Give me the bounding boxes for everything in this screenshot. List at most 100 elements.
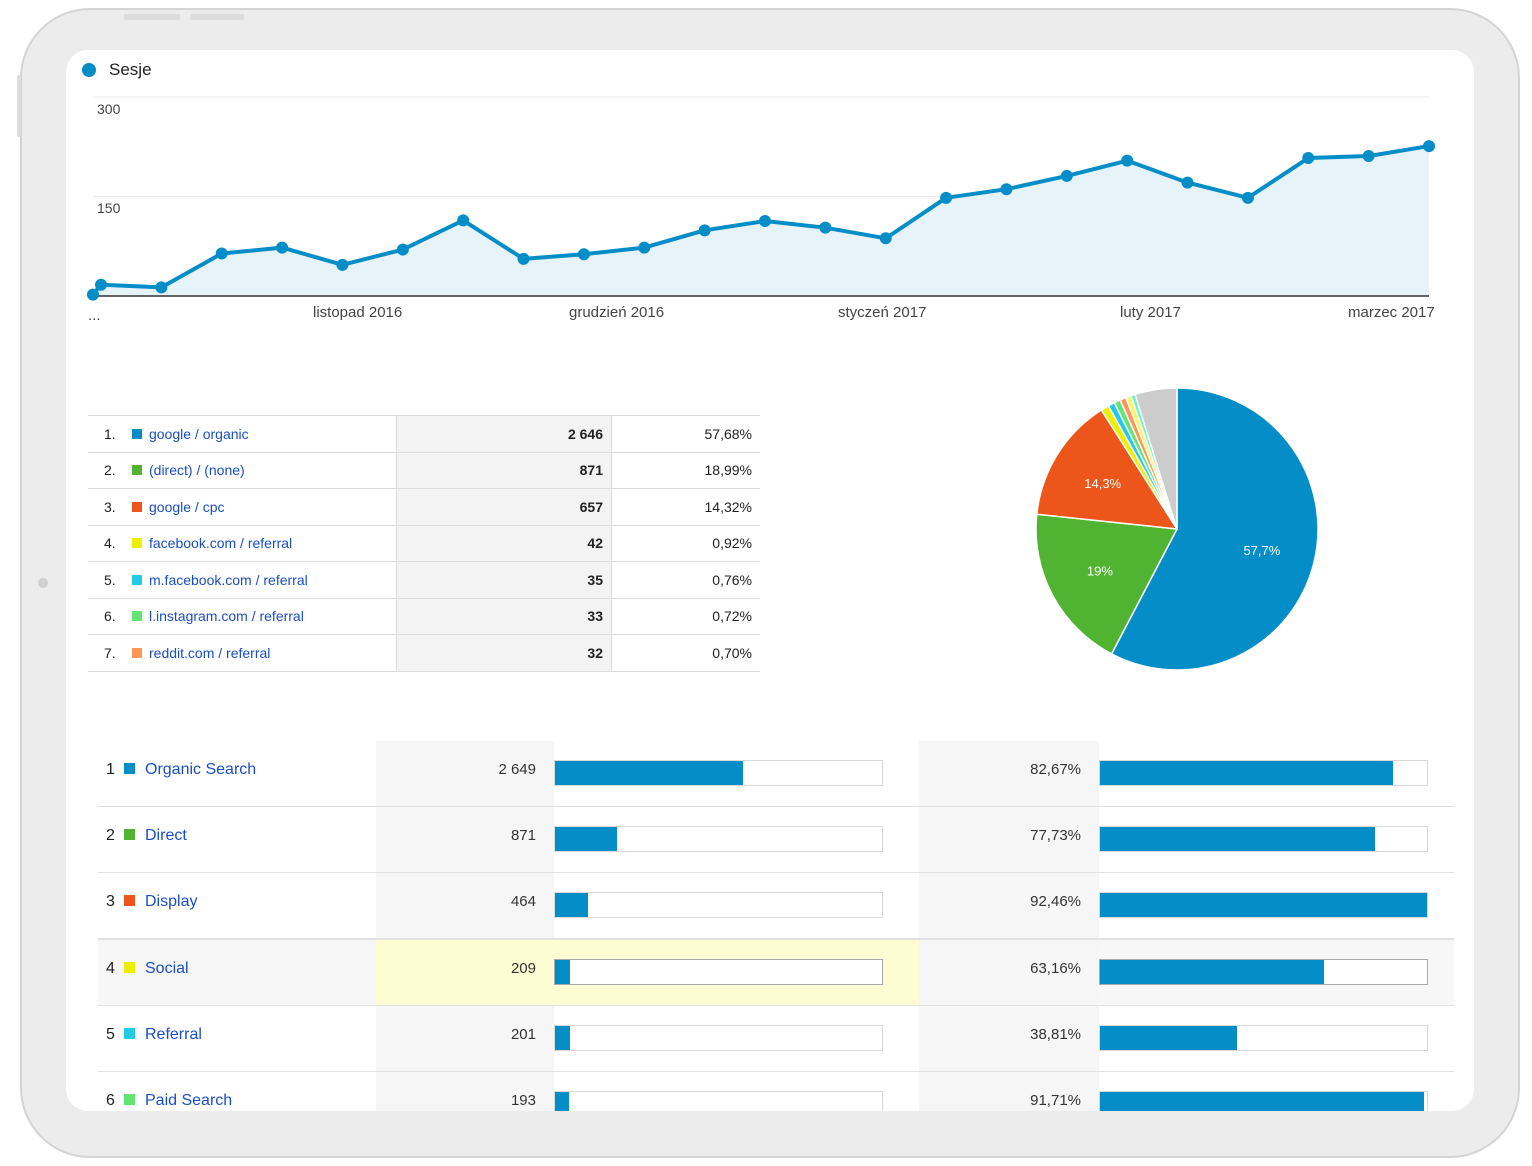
table-row: 2 Direct 871 77,73%	[98, 807, 1454, 873]
table-row: 2. (direct) / (none) 871 18,99%	[88, 452, 760, 489]
channel-sessions: 464	[510, 893, 536, 910]
sessions-percent: 0,76%	[611, 561, 760, 599]
data-point	[1060, 169, 1073, 182]
data-point	[1302, 152, 1315, 165]
traffic-share-pie-chart: 57,7% 19% 14,3%	[1035, 387, 1319, 671]
sessions-percent: 0,92%	[611, 525, 760, 562]
row-rank: 6	[106, 1092, 115, 1109]
table-row: 3. google / cpc 657 14,32%	[88, 488, 760, 526]
data-point	[879, 232, 892, 245]
table-row: 1. google / organic 2 646 57,68%	[88, 415, 760, 453]
table-row: 7. reddit.com / referral 32 0,70%	[88, 634, 760, 672]
sessions-bar	[555, 1026, 570, 1050]
pie-slice	[1035, 408, 1179, 530]
row-rank: 3.	[104, 498, 116, 515]
channel-link[interactable]: Direct	[145, 827, 187, 844]
channel-link[interactable]: Paid Search	[145, 1092, 233, 1109]
color-swatch-icon	[124, 1028, 135, 1039]
legend-label: Sesje	[109, 60, 152, 79]
table-row: 4. facebook.com / referral 42 0,92%	[88, 525, 760, 562]
source-link[interactable]: (direct) / (none)	[149, 462, 245, 479]
sessions-bar	[555, 827, 618, 851]
color-swatch-icon	[124, 962, 135, 973]
data-point	[1121, 154, 1134, 167]
channel-link[interactable]: Social	[145, 960, 189, 977]
data-point	[517, 252, 530, 265]
data-point	[1000, 183, 1013, 196]
channel-link[interactable]: Referral	[145, 1026, 202, 1043]
source-link[interactable]: m.facebook.com / referral	[149, 571, 308, 588]
x-tick-label: grudzień 2016	[569, 304, 665, 321]
x-tick-label: ...	[88, 307, 101, 324]
channel-link[interactable]: Organic Search	[145, 761, 257, 778]
color-swatch-icon	[132, 647, 142, 658]
pie-slice	[1134, 387, 1178, 530]
sessions-value: 33	[396, 598, 612, 635]
row-rank: 2.	[104, 462, 116, 479]
device-button	[124, 14, 180, 20]
pie-slice-label: 14,3%	[1084, 476, 1121, 491]
sessions-percent: 0,70%	[611, 634, 760, 672]
x-tick-label: luty 2017	[1120, 304, 1181, 321]
table-row: 1 Organic Search 2 649 82,67%	[98, 741, 1454, 807]
pie-slice	[1110, 387, 1319, 671]
color-swatch-icon	[124, 895, 135, 906]
device-side-button	[17, 75, 21, 137]
data-point	[698, 224, 711, 237]
table-row: 3 Display 464 92,46%	[98, 873, 1454, 939]
channel-percent: 92,46%	[1030, 893, 1081, 910]
row-rank: 1	[106, 761, 115, 778]
table-row: 6. l.instagram.com / referral 33 0,72%	[88, 598, 760, 635]
data-point	[940, 191, 953, 204]
chart-legend[interactable]: Sesje	[82, 60, 152, 80]
row-rank: 6.	[104, 608, 116, 625]
sessions-value: 35	[396, 561, 612, 599]
percent-bar	[1100, 761, 1393, 785]
x-tick-label: listopad 2016	[313, 304, 403, 321]
sessions-percent: 0,72%	[611, 598, 760, 635]
x-tick-label: styczeń 2017	[838, 304, 927, 321]
data-point	[336, 258, 349, 271]
row-rank: 5.	[104, 571, 116, 588]
sessions-bar	[555, 893, 588, 917]
data-point	[396, 243, 409, 256]
color-swatch-icon	[124, 1094, 135, 1105]
row-rank: 3	[106, 893, 115, 910]
row-rank: 2	[106, 827, 115, 844]
row-rank: 4.	[104, 535, 116, 552]
data-point	[155, 281, 168, 294]
analytics-screen: Sesje 300 150 ... listopad 2016 grudzień…	[66, 50, 1474, 1111]
x-tick-label: marzec 2017	[1348, 304, 1435, 321]
data-point	[819, 221, 832, 234]
data-point	[1241, 191, 1254, 204]
series-area	[93, 146, 1429, 296]
percent-bar	[1100, 1092, 1425, 1111]
source-link[interactable]: l.instagram.com / referral	[149, 608, 304, 625]
percent-bar	[1100, 960, 1324, 984]
data-point	[638, 241, 651, 254]
pie-slice	[1035, 513, 1179, 655]
source-link[interactable]: google / cpc	[149, 498, 225, 515]
sessions-value: 32	[396, 634, 612, 672]
table-row: 6 Paid Search 193 91,71%	[98, 1072, 1454, 1111]
table-row[interactable]: 4 Social 209 63,16%	[98, 939, 1454, 1006]
y-tick-label: 150	[97, 200, 121, 216]
source-link[interactable]: reddit.com / referral	[149, 644, 271, 661]
source-link[interactable]: facebook.com / referral	[149, 535, 293, 552]
percent-bar	[1100, 1026, 1238, 1050]
data-point	[1423, 140, 1435, 153]
pie-slice-label: 57,7%	[1243, 543, 1280, 558]
percent-bar	[1100, 827, 1376, 851]
channel-sessions: 193	[510, 1092, 536, 1109]
sessions-value: 871	[396, 452, 612, 489]
channel-percent: 77,73%	[1030, 827, 1081, 844]
channel-link[interactable]: Display	[145, 893, 198, 910]
series-line	[91, 144, 1430, 296]
y-tick-label: 300	[97, 101, 121, 117]
row-rank: 7.	[104, 644, 116, 661]
sessions-percent: 18,99%	[611, 452, 760, 489]
source-link[interactable]: google / organic	[149, 425, 249, 442]
channel-sessions: 871	[510, 827, 536, 844]
sessions-percent: 57,68%	[611, 415, 760, 453]
sessions-value: 657	[396, 488, 612, 526]
